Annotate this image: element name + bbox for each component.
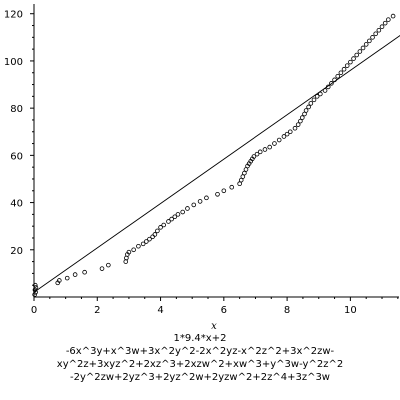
data-point	[298, 118, 303, 124]
data-point	[299, 115, 305, 120]
x-tick-label: 8	[284, 305, 290, 316]
data-point	[140, 241, 146, 247]
data-point	[308, 101, 314, 106]
y-tick-label: 20	[10, 246, 23, 257]
data-point	[152, 232, 158, 237]
fit-line	[33, 35, 400, 293]
x-axis-label: x	[211, 321, 217, 332]
data-points	[32, 13, 396, 297]
data-point	[64, 275, 70, 281]
data-point	[322, 88, 328, 93]
data-point	[172, 214, 178, 220]
data-point	[306, 104, 311, 110]
caption-line-4: -2y^2zw+2yz^3+2yz^2w+2yzw^2+2z^4+3z^3w	[69, 372, 330, 383]
fit-line-group	[33, 35, 400, 293]
data-point	[281, 134, 287, 139]
data-point	[57, 278, 62, 283]
data-point	[229, 184, 235, 190]
x-tick-label: 10	[344, 305, 357, 316]
data-point	[185, 206, 190, 211]
data-point	[197, 199, 203, 204]
data-point	[126, 249, 132, 255]
caption-line-2: -6x^3y+x^3w+3x^2y^2-2x^2yz-x^2z^2+3x^2zw…	[65, 346, 335, 357]
data-point	[325, 84, 331, 90]
data-point	[376, 27, 382, 33]
x-tick-label: 2	[94, 305, 100, 316]
axes	[33, 4, 399, 298]
x-tick-label: 6	[221, 305, 227, 316]
data-point	[33, 289, 38, 295]
data-point	[136, 243, 141, 249]
caption-line-3: xy^2z+3xyz^2+2xz^3+2xzw^2+xw^3+y^3w-y^2z…	[56, 359, 344, 370]
data-point	[150, 234, 155, 240]
data-point	[329, 81, 334, 86]
y-tick-label: 40	[10, 199, 23, 210]
data-point	[287, 129, 293, 135]
data-point	[33, 285, 39, 290]
data-point	[357, 49, 363, 54]
data-point	[292, 125, 298, 131]
data-point	[131, 247, 136, 253]
data-point	[72, 272, 78, 277]
data-point	[284, 131, 290, 137]
data-point	[32, 287, 38, 293]
ticks: 0 2 4 6 8 10 20 40 60 80 100 120	[4, 10, 399, 316]
data-point	[155, 228, 160, 234]
data-point	[363, 42, 369, 47]
data-point	[390, 13, 396, 19]
data-point	[382, 20, 388, 26]
data-point	[82, 269, 87, 275]
data-point	[32, 282, 38, 288]
data-point	[318, 91, 323, 97]
y-tick-label: 120	[4, 10, 23, 21]
y-tick-label: 80	[10, 104, 23, 115]
data-point	[215, 192, 220, 197]
data-point	[338, 70, 344, 76]
x-tick-label: 4	[157, 305, 163, 316]
data-point	[386, 17, 391, 22]
data-point	[251, 154, 257, 159]
data-point	[303, 108, 309, 113]
data-point	[295, 122, 301, 127]
data-point	[332, 77, 337, 83]
data-point	[351, 56, 356, 61]
caption-line-1: 1*9.4*x+2	[173, 333, 227, 344]
data-point	[147, 236, 152, 242]
data-point	[360, 45, 366, 51]
data-point	[32, 292, 37, 297]
x-tick-label: 0	[31, 305, 37, 316]
data-point	[257, 149, 263, 155]
data-point	[314, 94, 320, 99]
data-point	[204, 195, 209, 201]
data-point	[161, 222, 167, 228]
data-point	[348, 59, 353, 65]
data-point	[267, 144, 273, 150]
data-point	[341, 66, 347, 72]
y-tick-label: 100	[4, 57, 23, 68]
data-point	[379, 24, 385, 30]
data-point	[367, 38, 372, 44]
data-point	[311, 97, 317, 103]
data-point	[166, 219, 171, 224]
data-point	[373, 31, 378, 37]
data-point	[158, 225, 163, 230]
data-point	[169, 216, 174, 222]
data-point	[344, 63, 350, 68]
y-tick-label: 60	[10, 151, 23, 162]
data-point	[254, 151, 260, 157]
data-point	[180, 209, 185, 215]
data-point	[221, 188, 227, 194]
data-point	[272, 141, 277, 146]
data-point	[106, 262, 111, 268]
data-point	[335, 73, 341, 79]
data-point	[276, 137, 282, 143]
data-point	[191, 202, 197, 208]
data-point	[370, 35, 375, 40]
data-point	[99, 266, 105, 271]
data-point	[354, 52, 360, 58]
data-point	[144, 239, 149, 244]
data-point	[262, 147, 268, 152]
data-point	[175, 212, 181, 217]
